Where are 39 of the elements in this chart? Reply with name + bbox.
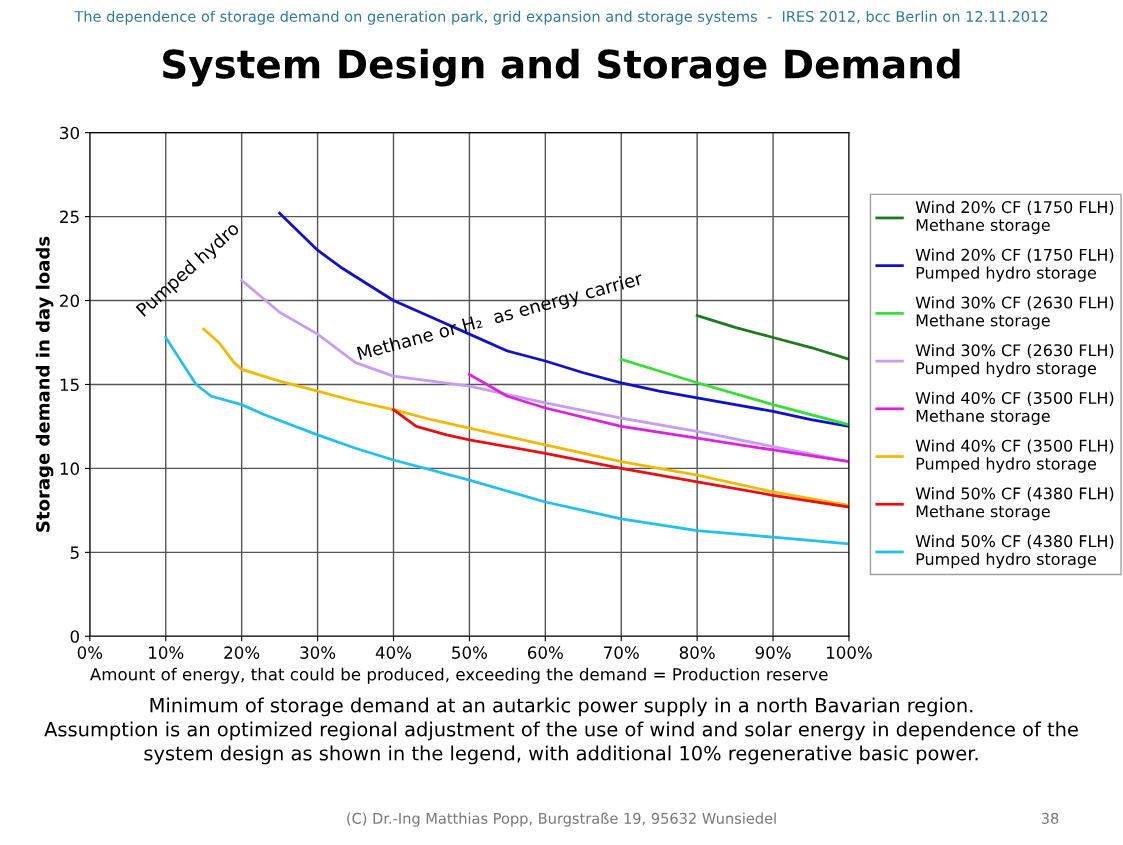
line-series (468, 373, 849, 464)
text: 38 (1041, 812, 1059, 824)
line-series (392, 408, 849, 509)
legend-label: Wind 20% CF (1750 FLH) Methane storage (915, 200, 1114, 235)
text: (C) Dr.-Ing Matthias Popp, Burgstraße 19, 95632 Wunsiedel (347, 812, 776, 827)
x-tick-label: 40% (375, 646, 412, 659)
x-tick-label: 30% (300, 646, 336, 659)
line-series (695, 314, 849, 361)
legend-label: Wind 30% CF (2630 FLH) Methane storage (915, 296, 1114, 330)
legend-label: Wind 20% CF (1750 FLH) Pumped hydro storage (915, 248, 1114, 282)
x-tick-label: 70% (604, 646, 639, 659)
x-tick-label: 100% (826, 646, 872, 659)
text: Minimum of storage demand at an autarkic power supply in a north Bavarian region. Assumption is an optimized regional adjustment of the use of wind and solar energy in dependence of the system design as shown in the legend, with additional 10% regenerative basic power. (44, 697, 1078, 765)
y-tick-label: 25 (60, 210, 79, 224)
y-tick-label: 30 (60, 126, 80, 140)
y-tick-label: 0 (70, 630, 80, 643)
x-tick-label: 20% (224, 646, 260, 659)
legend-label: Wind 50% CF (4380 FLH) Methane storage (915, 487, 1114, 521)
legend-label: Wind 40% CF (3500 FLH) Methane storage (915, 391, 1114, 426)
line-series (278, 211, 849, 428)
chart-title: System Design and Storage Demand (163, 48, 960, 87)
x-axis-title: Amount of energy, that could be produced, exceeding the demand = Production reserve (89, 667, 828, 684)
legend-label: Wind 30% CF (2630 FLH) Pumped hydro storage (915, 343, 1114, 378)
x-tick-label: 80% (679, 646, 715, 659)
x-tick-label: 60% (527, 646, 563, 659)
y-tick-label: 10 (60, 462, 80, 475)
y-tick-label: 5 (70, 546, 79, 559)
x-tick-label: 90% (755, 646, 791, 659)
y-tick-label: 20 (60, 294, 80, 308)
text: The dependence of storage demand on generation park, grid expansion and storage systems - IRES 2012, bcc Berlin on 12.11.2012 (74, 10, 1048, 25)
y-tick-label: 15 (60, 378, 79, 392)
x-tick-label: 0% (77, 646, 103, 659)
legend-label: Wind 40% CF (3500 FLH) Pumped hydro storage (915, 439, 1114, 473)
line-series (619, 357, 849, 427)
legend-label: Wind 50% CF (4380 FLH) Pumped hydro storage (915, 534, 1114, 569)
x-tick-label: 50% (452, 646, 488, 659)
annotation: Methane or H₂ as energy carrier (356, 270, 645, 364)
x-tick-label: 10% (149, 646, 184, 659)
y-axis-title: Storage demand in day loads (35, 236, 54, 532)
